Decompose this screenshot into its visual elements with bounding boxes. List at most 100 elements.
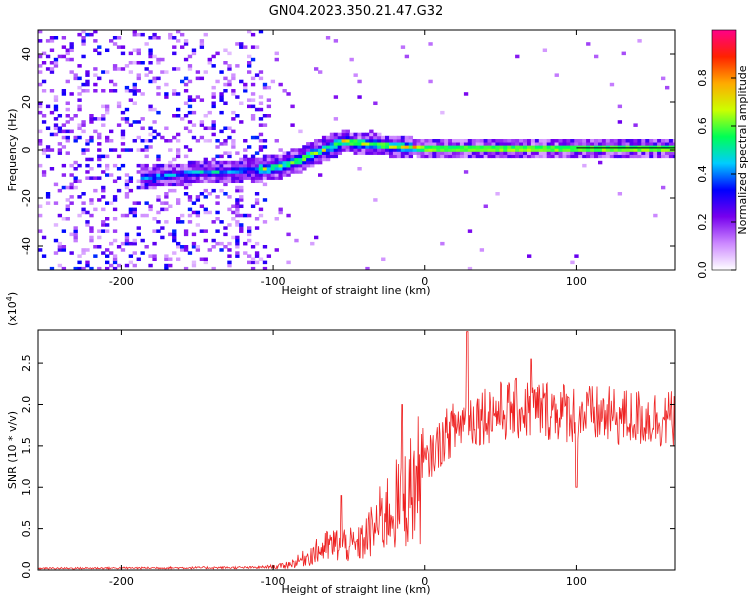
spectrogram-cell bbox=[258, 30, 264, 34]
spectrogram-cell bbox=[227, 195, 232, 199]
spectrogram-cell bbox=[101, 207, 106, 212]
spectrogram-cell bbox=[254, 192, 260, 196]
spectrogram-cell bbox=[274, 160, 279, 165]
spectrogram-cell bbox=[191, 110, 197, 115]
spectrogram-x-tick-label: 100 bbox=[566, 275, 587, 288]
spectrogram-cell bbox=[239, 223, 244, 227]
spectrogram-cell bbox=[89, 135, 94, 140]
spectrogram-cell bbox=[172, 67, 177, 71]
spectrogram-cell bbox=[290, 167, 295, 171]
spectrogram-cell bbox=[258, 167, 264, 171]
spectrogram-cell bbox=[613, 148, 619, 152]
spectrogram-cell bbox=[53, 251, 59, 255]
spectrogram-cell bbox=[254, 107, 260, 112]
spectrogram-cell bbox=[77, 126, 82, 131]
colorbar-tick-label: 0.6 bbox=[696, 117, 709, 135]
spectrogram-cell bbox=[235, 163, 240, 168]
spectrogram-cell bbox=[156, 92, 161, 96]
spectrogram-cell bbox=[562, 148, 567, 152]
spectrogram-cell bbox=[45, 126, 51, 131]
spectrogram-cell bbox=[467, 148, 473, 152]
spectrogram-cell bbox=[207, 163, 212, 168]
spectrogram-cell bbox=[538, 151, 544, 155]
spectrogram-cell bbox=[49, 39, 55, 43]
spectrogram-cell bbox=[172, 229, 177, 233]
spectrogram-cell bbox=[262, 163, 268, 168]
spectrogram-cell bbox=[357, 132, 362, 137]
spectrogram-cell bbox=[81, 210, 86, 215]
spectrogram-cell bbox=[337, 145, 343, 149]
spectrogram-cell bbox=[392, 142, 398, 146]
spectrogram-cell bbox=[333, 132, 339, 137]
spectrogram-cell bbox=[582, 145, 587, 149]
spectrogram-cell bbox=[120, 135, 126, 140]
spectrogram-cell bbox=[227, 79, 232, 84]
spectrogram-cell bbox=[578, 148, 583, 152]
spectrogram-cell bbox=[73, 235, 78, 240]
spectrogram-cell bbox=[144, 182, 149, 187]
spectrogram-cell bbox=[160, 170, 165, 174]
spectrogram-cell bbox=[231, 217, 236, 221]
spectrogram-cell bbox=[231, 129, 236, 134]
spectrogram-cell bbox=[180, 213, 185, 218]
spectrogram-cell bbox=[254, 173, 260, 177]
colorbar-frame bbox=[711, 29, 737, 271]
spectrogram-cell bbox=[294, 167, 299, 171]
spectrogram-cell bbox=[101, 188, 106, 193]
spectrogram-cell bbox=[601, 142, 607, 146]
spectrogram-cell bbox=[440, 145, 445, 149]
spectrogram-cell bbox=[227, 154, 232, 159]
spectrogram-cell bbox=[325, 148, 331, 152]
spectrogram-cell bbox=[400, 151, 406, 155]
spectrogram-cell bbox=[578, 145, 583, 149]
spectrogram-cell bbox=[661, 148, 666, 152]
spectrogram-cell bbox=[314, 139, 319, 143]
spectrogram-cell bbox=[243, 45, 248, 49]
spectrogram-cell bbox=[617, 148, 623, 152]
spectrogram-cell bbox=[101, 170, 106, 174]
spectrogram-cell bbox=[89, 238, 94, 243]
spectrogram-cell bbox=[191, 263, 197, 268]
spectrogram-cell bbox=[199, 135, 205, 140]
spectrogram-cell bbox=[412, 142, 417, 146]
spectrogram-cell bbox=[633, 145, 638, 149]
spectrogram-cell bbox=[105, 48, 110, 53]
spectrogram-cell bbox=[219, 98, 224, 102]
spectrogram-cell bbox=[444, 148, 449, 152]
spectrogram-cell bbox=[274, 248, 279, 252]
spectrogram-cell bbox=[164, 163, 169, 168]
spectrogram-cell bbox=[250, 257, 256, 262]
spectrogram-cell bbox=[211, 101, 216, 106]
spectrogram-cell bbox=[160, 167, 165, 171]
spectrogram-cell bbox=[41, 51, 47, 56]
spectrogram-cell bbox=[262, 167, 268, 171]
spectrogram-cell bbox=[286, 173, 291, 177]
spectrogram-cell bbox=[582, 151, 587, 155]
spectrogram-cell bbox=[314, 67, 319, 71]
spectrogram-cell bbox=[404, 154, 410, 159]
spectrogram-cell bbox=[156, 154, 161, 159]
spectrogram-cell bbox=[530, 154, 536, 159]
spectrogram-cell bbox=[105, 139, 110, 143]
spectrogram-cell bbox=[479, 145, 485, 149]
spectrogram-cell bbox=[444, 151, 449, 155]
spectrogram-cell bbox=[101, 104, 106, 109]
spectrogram-cell bbox=[203, 157, 208, 162]
spectrogram-cells bbox=[38, 30, 675, 270]
spectrogram-cell bbox=[341, 148, 346, 152]
spectrogram-cell bbox=[416, 142, 421, 146]
spectrogram-cell bbox=[657, 139, 662, 143]
spectrogram-cell bbox=[527, 148, 532, 152]
spectrogram-cell bbox=[274, 217, 279, 221]
spectrogram-cell bbox=[164, 139, 169, 143]
spectrogram-cell bbox=[231, 204, 236, 209]
spectrogram-cell bbox=[85, 142, 90, 146]
spectrogram-cell bbox=[207, 173, 212, 177]
spectrogram-cell bbox=[93, 89, 98, 93]
spectrogram-cell bbox=[515, 145, 520, 149]
snr-x-tick-label: -200 bbox=[109, 575, 134, 588]
spectrogram-cell bbox=[495, 142, 500, 146]
spectrogram-y-tick-label: -20 bbox=[20, 189, 33, 207]
spectrogram-cell bbox=[361, 145, 366, 149]
spectrogram-cell bbox=[73, 229, 78, 233]
